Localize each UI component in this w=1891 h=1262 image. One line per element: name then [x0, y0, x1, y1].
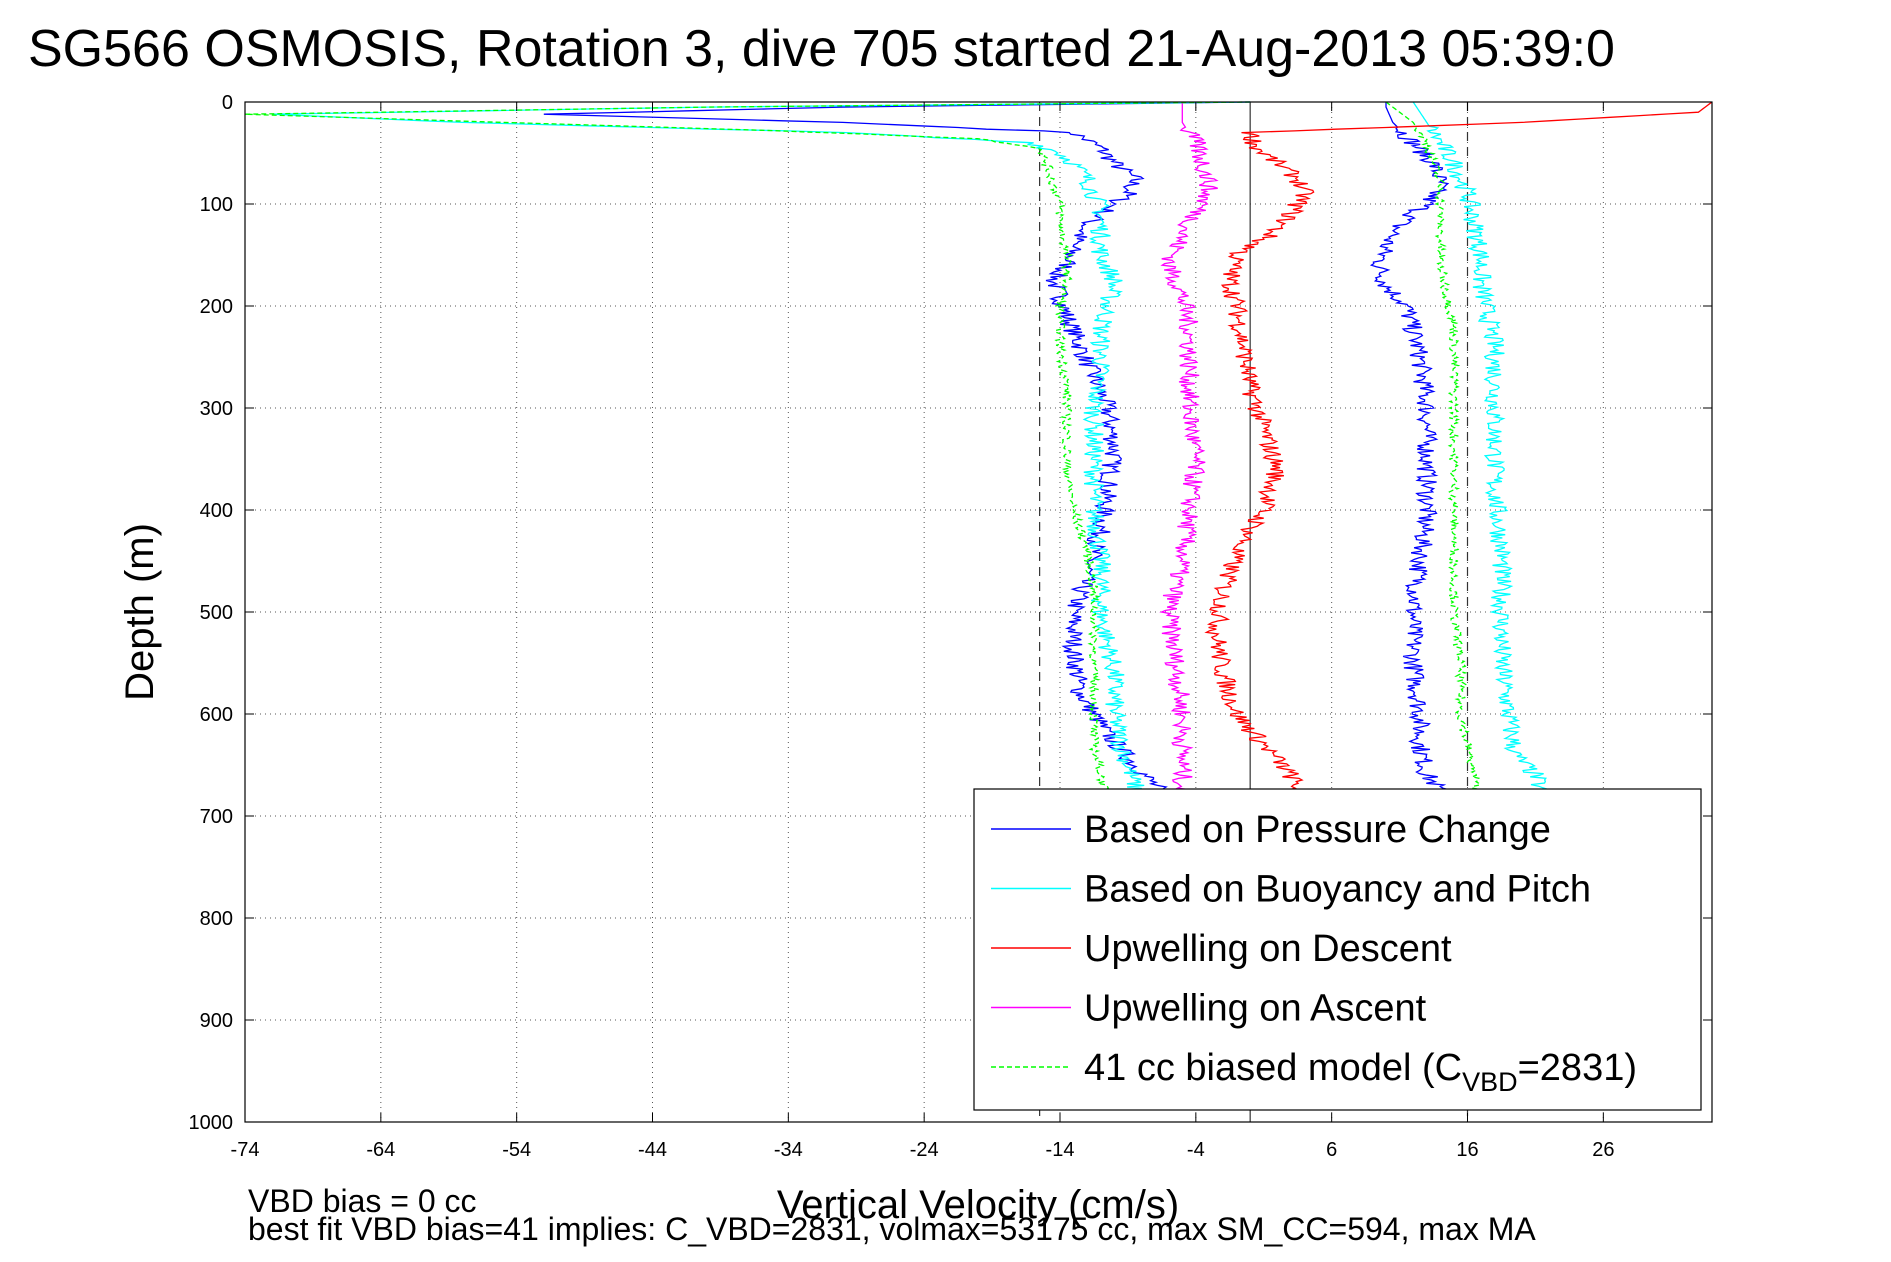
x-tick-label: -74 [231, 1139, 260, 1161]
x-tick-label: 16 [1456, 1139, 1478, 1161]
x-tick-label: 6 [1326, 1139, 1337, 1161]
x-tick-label: -54 [502, 1139, 531, 1161]
y-tick-label: 300 [200, 398, 233, 420]
series-based-on-buoyancy-and-pitch [1412, 101, 1558, 815]
y-tick-labels: 0 100 200 300 400 500 600 700 800 900 1000 [189, 92, 1712, 1134]
legend-label: Based on Buoyancy and Pitch [1084, 869, 1591, 911]
x-axis-label: Vertical Velocity (cm/s) [777, 1183, 1179, 1227]
legend-label: 41 cc biased model (CVBD=2831) [1084, 1047, 1637, 1097]
series-upwelling-on-descent [1204, 101, 1713, 815]
series-based-on-pressure-change [543, 101, 1251, 815]
y-tick-label: 100 [200, 194, 233, 216]
x-tick-label: 26 [1592, 1139, 1614, 1161]
y-tick-label: 500 [200, 602, 233, 624]
x-tick-label: -44 [638, 1139, 667, 1161]
x-tick-labels: -74 -64 -54 -44 -34 -24 -14 -4 6 16 26 [231, 102, 1614, 1161]
y-tick-label: 900 [200, 1010, 233, 1032]
legend-box [973, 788, 1702, 1111]
series-41-cc-biased-model-c-vbd-2831 [1385, 101, 1487, 815]
series-upwelling-on-ascent [1159, 102, 1219, 815]
chart-title: SG566 OSMOSIS, Rotation 3, dive 705 star… [28, 20, 1615, 78]
series-based-on-buoyancy-and-pitch [272, 101, 1251, 815]
y-tick-label: 200 [200, 296, 233, 318]
y-tick-label: 600 [200, 704, 233, 726]
vbd-bias-note: VBD bias = 0 cc [248, 1183, 477, 1219]
y-tick-label: 0 [222, 92, 233, 114]
x-tick-label: -64 [366, 1139, 395, 1161]
series-based-on-pressure-change [1369, 102, 1469, 815]
y-tick-label: 700 [200, 806, 233, 828]
legend-label: Based on Pressure Change [1084, 809, 1551, 851]
series-41-cc-biased-model-c-vbd-2831 [244, 101, 1251, 815]
legend-label: Upwelling on Ascent [1084, 988, 1427, 1030]
legend-label: Upwelling on Descent [1084, 928, 1452, 970]
legend: Based on Pressure Change Based on Buoyanc… [973, 788, 1702, 1111]
x-tick-label: -4 [1187, 1139, 1205, 1161]
best-fit-note: best fit VBD bias=41 implies: C_VBD=2831… [248, 1211, 1536, 1247]
y-axis-label: Depth (m) [118, 523, 162, 701]
y-tick-label: 400 [200, 500, 233, 522]
x-tick-label: -34 [774, 1139, 803, 1161]
y-tick-label: 800 [200, 908, 233, 930]
data-series [244, 101, 1713, 815]
x-tick-label: -14 [1046, 1139, 1075, 1161]
x-tick-label: -24 [910, 1139, 939, 1161]
y-tick-label: 1000 [189, 1112, 234, 1134]
